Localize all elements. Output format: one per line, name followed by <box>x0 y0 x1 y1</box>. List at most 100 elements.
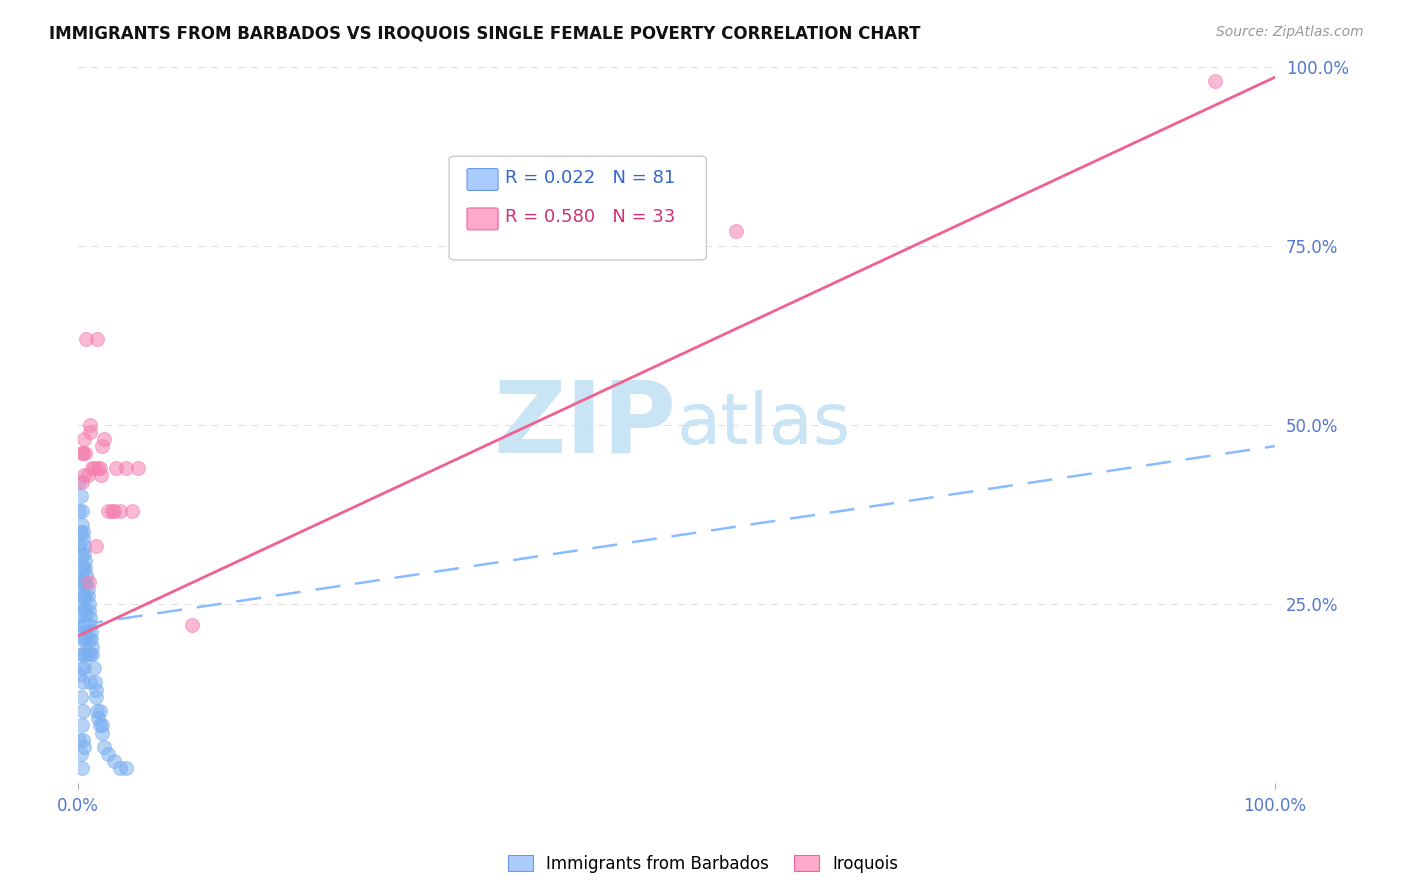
Point <box>73 547 96 561</box>
Point <box>91 718 114 732</box>
FancyBboxPatch shape <box>449 156 706 260</box>
Point <box>72 675 94 690</box>
Point <box>72 618 94 632</box>
Point <box>77 597 100 611</box>
Point <box>82 640 104 654</box>
Point <box>79 618 101 632</box>
Point <box>108 503 131 517</box>
Point <box>87 460 110 475</box>
Point <box>82 647 104 661</box>
Point <box>70 503 93 517</box>
Point <box>70 475 93 489</box>
Point <box>121 503 143 517</box>
Point <box>69 561 91 575</box>
Point <box>105 460 128 475</box>
Point <box>97 747 120 761</box>
Point <box>89 718 111 732</box>
Point <box>90 467 112 482</box>
Point <box>89 460 111 475</box>
Point <box>67 503 90 517</box>
Point <box>1204 74 1226 88</box>
Point <box>76 618 98 632</box>
Point <box>84 690 107 704</box>
Point <box>91 439 114 453</box>
Point <box>73 604 96 618</box>
Point <box>76 632 98 647</box>
Point <box>100 503 122 517</box>
Point <box>127 460 149 475</box>
Point <box>103 503 125 517</box>
Point <box>73 540 96 554</box>
Point <box>72 532 94 546</box>
Point <box>83 661 105 675</box>
Point <box>75 561 97 575</box>
Point <box>72 704 94 718</box>
Point <box>91 725 114 739</box>
Point <box>76 467 98 482</box>
Point <box>70 547 93 561</box>
Point <box>72 590 94 604</box>
FancyBboxPatch shape <box>467 208 498 230</box>
Point <box>73 432 96 446</box>
Point <box>69 590 91 604</box>
Point <box>70 517 93 532</box>
Point <box>70 661 93 675</box>
Point <box>72 732 94 747</box>
Point <box>72 647 94 661</box>
Point <box>76 332 98 346</box>
Point <box>70 597 93 611</box>
Point <box>86 704 108 718</box>
Point <box>76 582 98 597</box>
Point <box>103 754 125 768</box>
Point <box>77 575 100 590</box>
Point <box>79 417 101 432</box>
Point <box>84 540 107 554</box>
Point <box>69 647 91 661</box>
Point <box>75 618 97 632</box>
Point <box>70 761 93 775</box>
Point <box>86 332 108 346</box>
Text: ZIP: ZIP <box>494 376 676 473</box>
Point <box>115 761 138 775</box>
Point <box>79 647 101 661</box>
Point <box>80 625 103 640</box>
Point <box>69 747 91 761</box>
Point <box>70 718 93 732</box>
Point <box>75 554 97 568</box>
Point <box>70 632 93 647</box>
Point <box>69 489 91 503</box>
Point <box>72 561 94 575</box>
Point <box>77 604 100 618</box>
Point <box>725 224 748 238</box>
Text: R = 0.022   N = 81: R = 0.022 N = 81 <box>505 169 675 186</box>
Point <box>75 647 97 661</box>
Point <box>93 432 115 446</box>
Point <box>76 575 98 590</box>
Point <box>69 618 91 632</box>
Point <box>76 647 98 661</box>
Point <box>75 446 97 460</box>
Point <box>73 739 96 754</box>
Point <box>67 540 90 554</box>
Point <box>67 668 90 682</box>
Point <box>67 575 90 590</box>
Point <box>108 761 131 775</box>
Point <box>72 524 94 539</box>
Point <box>76 568 98 582</box>
Point <box>73 661 96 675</box>
Point <box>180 618 202 632</box>
Point <box>82 460 104 475</box>
Point <box>70 604 93 618</box>
Point <box>97 503 120 517</box>
Point <box>79 611 101 625</box>
Text: atlas: atlas <box>676 390 851 459</box>
Point <box>79 425 101 439</box>
Point <box>75 590 97 604</box>
Point <box>73 575 96 590</box>
Legend: Immigrants from Barbados, Iroquois: Immigrants from Barbados, Iroquois <box>501 848 905 880</box>
Point <box>69 690 91 704</box>
Point <box>72 446 94 460</box>
Point <box>69 524 91 539</box>
Text: Source: ZipAtlas.com: Source: ZipAtlas.com <box>1216 25 1364 39</box>
Point <box>76 604 98 618</box>
